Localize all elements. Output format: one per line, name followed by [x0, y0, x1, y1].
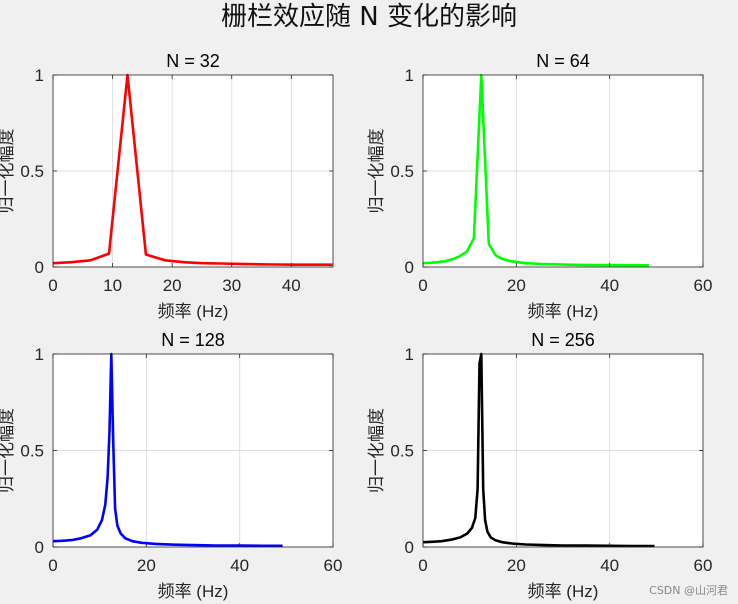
x-tick-label: 60: [324, 556, 343, 575]
subplot-title: N = 128: [161, 330, 225, 350]
y-tick-label: 1: [35, 66, 44, 85]
x-axis-label: 频率 (Hz): [158, 582, 229, 601]
y-tick-label: 1: [405, 345, 414, 364]
watermark: CSDN @山河君: [649, 584, 728, 597]
data-series-line: [422, 352, 655, 548]
y-tick-label: 0.5: [20, 162, 44, 181]
x-tick-label: 40: [600, 276, 619, 295]
x-tick-label: 60: [694, 556, 713, 575]
data-series-line: [422, 73, 649, 267]
x-tick-label: 10: [103, 276, 122, 295]
y-tick-label: 0.5: [20, 442, 44, 461]
x-tick-label: 20: [137, 556, 156, 575]
x-tick-label: 0: [48, 276, 57, 295]
y-tick-label: 1: [35, 345, 44, 364]
x-tick-label: 0: [418, 556, 427, 575]
subplot-title: N = 32: [166, 51, 220, 71]
y-tick-label: 0: [35, 538, 44, 557]
subplot-1: 0 10 20 30 40 0 0.5 1 N = 32 频率 (Hz) 归一化幅度: [0, 51, 334, 321]
y-axis-label: 归一化幅度: [0, 129, 16, 214]
y-axis-label: 归一化幅度: [0, 408, 16, 493]
x-tick-label: 20: [507, 276, 526, 295]
data-series-line: [52, 352, 283, 548]
subplot-2: 0 20 40 60 0 0.5 1 N = 64 频率 (Hz) 归一化幅度: [367, 51, 712, 321]
x-axis-label: 频率 (Hz): [528, 582, 599, 601]
y-axis-label: 归一化幅度: [367, 129, 386, 214]
x-tick-label: 40: [600, 556, 619, 575]
y-tick-label: 0: [35, 258, 44, 277]
x-tick-label: 30: [222, 276, 241, 295]
x-tick-label: 60: [694, 276, 713, 295]
x-tick-label: 40: [282, 276, 301, 295]
x-tick-label: 40: [230, 556, 249, 575]
x-tick-label: 20: [163, 276, 182, 295]
y-tick-label: 0.5: [390, 442, 414, 461]
figure-title: 栅栏效应随 N 变化的影响: [221, 2, 517, 32]
y-tick-label: 0: [405, 258, 414, 277]
y-tick-label: 0: [405, 538, 414, 557]
x-tick-label: 20: [507, 556, 526, 575]
x-tick-label: 0: [48, 556, 57, 575]
subplot-3: 0 20 40 60 0 0.5 1 N = 128 频率 (Hz) 归一化幅度: [0, 330, 342, 601]
subplot-4: 0 20 40 60 0 0.5 1 N = 256 频率 (Hz) 归一化幅度: [367, 330, 712, 601]
subplot-title: N = 64: [536, 51, 590, 71]
data-series-line: [52, 73, 333, 267]
x-axis-label: 频率 (Hz): [158, 302, 229, 321]
y-tick-label: 0.5: [390, 162, 414, 181]
y-axis-label: 归一化幅度: [367, 408, 386, 493]
subplot-title: N = 256: [531, 330, 595, 350]
x-tick-label: 0: [418, 276, 427, 295]
y-tick-label: 1: [405, 66, 414, 85]
x-axis-label: 频率 (Hz): [528, 302, 599, 321]
